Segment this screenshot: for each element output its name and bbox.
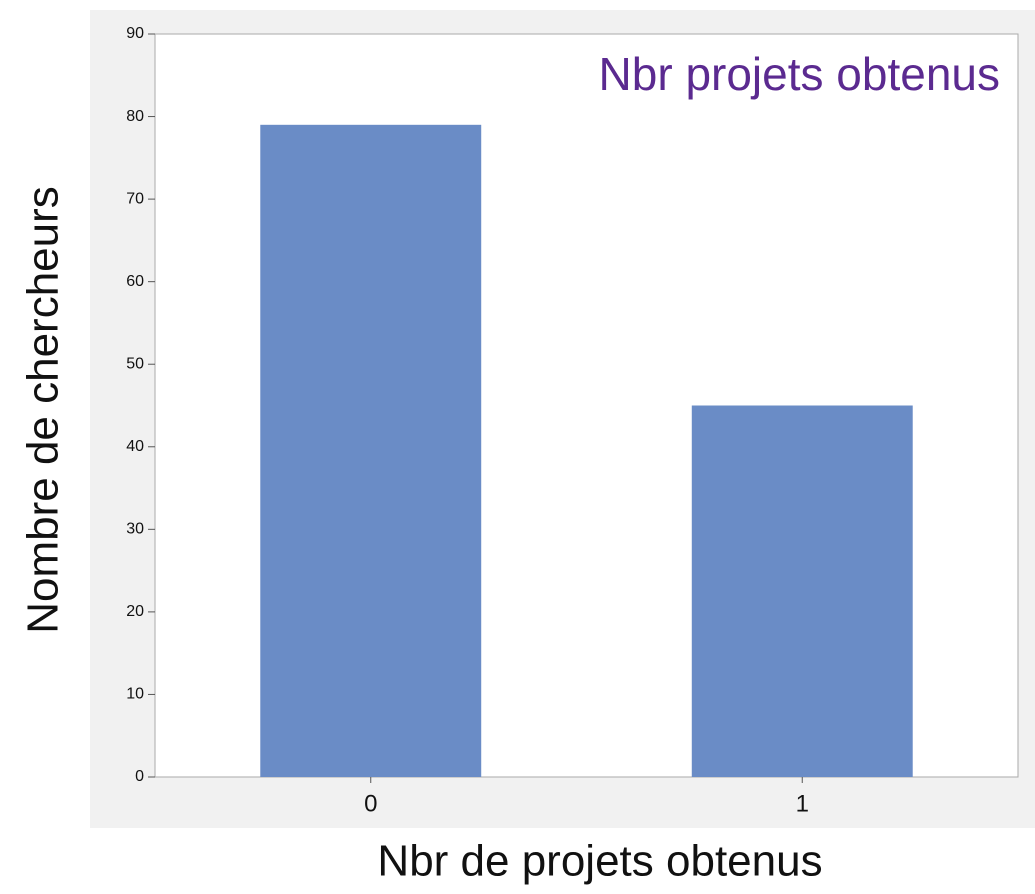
y-tick-label: 70 bbox=[126, 190, 144, 207]
y-tick-label: 40 bbox=[126, 438, 144, 455]
chart-title: Nbr projets obtenus bbox=[599, 48, 1000, 100]
y-axis-label: Nombre de chercheurs bbox=[19, 186, 68, 634]
y-tick-label: 0 bbox=[135, 768, 144, 785]
x-axis-label: Nbr de projets obtenus bbox=[377, 837, 822, 886]
bar bbox=[260, 124, 482, 778]
x-tick-label: 1 bbox=[796, 790, 809, 817]
y-tick-label: 80 bbox=[126, 108, 144, 125]
y-tick-label: 90 bbox=[126, 25, 144, 42]
y-tick-label: 10 bbox=[126, 686, 144, 703]
y-tick-label: 30 bbox=[126, 521, 144, 538]
y-tick-label: 60 bbox=[126, 273, 144, 290]
y-tick-label: 20 bbox=[126, 603, 144, 620]
bar bbox=[691, 405, 913, 777]
x-tick-label: 0 bbox=[364, 790, 377, 817]
y-tick-label: 50 bbox=[126, 355, 144, 372]
